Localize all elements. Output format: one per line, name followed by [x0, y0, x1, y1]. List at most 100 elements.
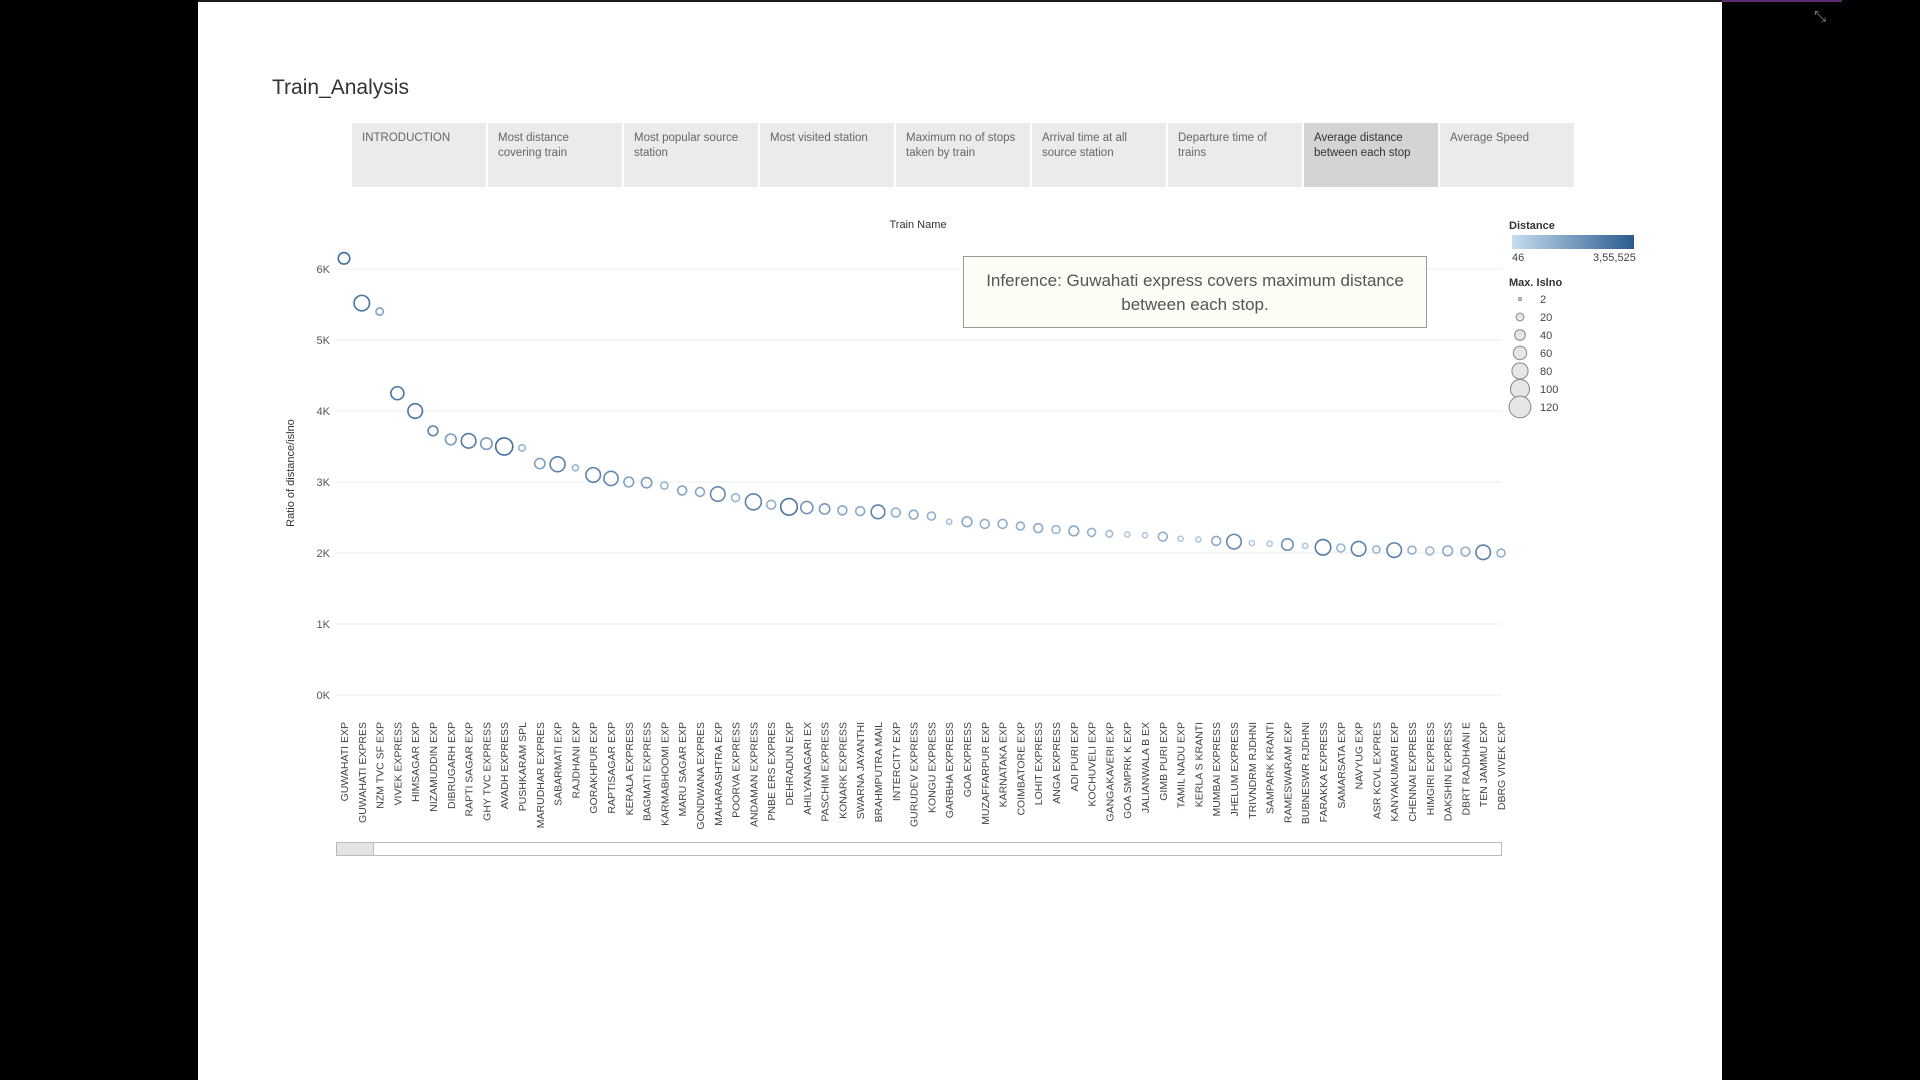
size-legend[interactable]: 2 20 40 60 80 100 120: [1504, 290, 1604, 420]
data-point-52[interactable]: [1266, 540, 1273, 548]
y-tick-label: 4K: [317, 406, 331, 418]
x-tick-label-32: GURUDEV EXPRESS: [909, 722, 921, 827]
x-tick-label-33: KONGU EXPRESS: [926, 722, 938, 813]
story-tab-3[interactable]: Most visited station: [760, 123, 894, 187]
data-point-26[interactable]: [799, 500, 814, 515]
data-point-16[interactable]: [623, 476, 635, 488]
data-point-14[interactable]: [585, 466, 602, 483]
data-point-65[interactable]: [1496, 548, 1506, 558]
data-point-11[interactable]: [533, 457, 546, 470]
x-tick-label-16: KERALA EXPRESS: [624, 722, 636, 815]
data-point-63[interactable]: [1460, 546, 1471, 557]
data-point-12[interactable]: [549, 455, 566, 473]
data-point-56[interactable]: [1336, 543, 1346, 553]
color-legend-max: 3,55,525: [1593, 252, 1636, 264]
data-point-2[interactable]: [375, 307, 385, 317]
data-point-37[interactable]: [997, 518, 1008, 530]
data-point-54[interactable]: [1301, 542, 1309, 550]
data-point-64[interactable]: [1475, 544, 1492, 561]
data-point-21[interactable]: [709, 485, 726, 503]
x-tick-label-36: MUZAFFARPUR EXP: [980, 722, 992, 825]
story-tab-2[interactable]: Most popular source station: [624, 123, 758, 187]
story-tab-1[interactable]: Most distance covering train: [488, 123, 622, 187]
data-point-31[interactable]: [890, 507, 902, 518]
data-point-39[interactable]: [1032, 522, 1044, 534]
story-tab-4[interactable]: Maximum no of stops taken by train: [896, 123, 1030, 187]
data-point-7[interactable]: [460, 432, 477, 449]
data-point-45[interactable]: [1141, 531, 1149, 539]
scrollbar-thumb[interactable]: [337, 843, 374, 855]
story-tab-6[interactable]: Departure time of trains: [1168, 123, 1302, 187]
data-point-61[interactable]: [1425, 546, 1435, 556]
exit-fullscreen-icon[interactable]: ⤡: [1813, 7, 1826, 25]
data-point-59[interactable]: [1386, 542, 1403, 559]
x-tick-label-54: BUBNESWR RJDHNI: [1300, 722, 1312, 824]
data-point-10[interactable]: [517, 443, 527, 452]
story-frame: Train_Analysis INTRODUCTION Most distance…: [198, 0, 1722, 1080]
size-legend-label: 20: [1540, 312, 1552, 324]
data-point-50[interactable]: [1225, 533, 1243, 550]
x-tick-label-5: NIZAMUDDIN EXP: [428, 722, 440, 812]
data-point-17[interactable]: [640, 476, 653, 489]
data-point-41[interactable]: [1068, 525, 1080, 537]
data-point-23[interactable]: [744, 493, 763, 511]
data-point-19[interactable]: [676, 485, 688, 496]
data-point-53[interactable]: [1280, 537, 1294, 552]
color-legend-gradient[interactable]: [1512, 235, 1634, 249]
data-point-0[interactable]: [337, 251, 351, 265]
story-tab-0[interactable]: INTRODUCTION: [352, 123, 486, 187]
data-point-3[interactable]: [390, 385, 405, 401]
data-point-18[interactable]: [659, 481, 669, 490]
data-point-13[interactable]: [571, 463, 580, 472]
data-point-42[interactable]: [1086, 527, 1097, 538]
data-point-20[interactable]: [694, 486, 706, 498]
data-point-32[interactable]: [908, 509, 919, 520]
data-point-49[interactable]: [1210, 535, 1222, 547]
data-point-44[interactable]: [1123, 531, 1131, 538]
data-point-51[interactable]: [1248, 539, 1256, 547]
data-point-35[interactable]: [961, 516, 973, 528]
x-tick-label-28: KONARK EXPRESS: [837, 722, 849, 819]
data-point-15[interactable]: [603, 470, 619, 487]
data-point-24[interactable]: [765, 499, 777, 510]
data-point-40[interactable]: [1051, 524, 1061, 535]
data-point-46[interactable]: [1157, 531, 1169, 542]
window-accent-line: [1722, 0, 1842, 2]
size-legend-label: 40: [1540, 330, 1552, 342]
x-tick-label-65: DBRG VIVEK EXP: [1496, 722, 1508, 810]
x-tick-label-11: MARUDHAR EXPRES: [535, 722, 547, 828]
data-point-6[interactable]: [444, 433, 457, 446]
data-point-9[interactable]: [494, 437, 514, 456]
data-point-43[interactable]: [1105, 529, 1114, 538]
data-point-34[interactable]: [945, 518, 953, 526]
data-point-22[interactable]: [730, 492, 741, 503]
data-point-57[interactable]: [1350, 540, 1367, 557]
data-point-48[interactable]: [1195, 536, 1202, 543]
data-point-4[interactable]: [407, 402, 424, 420]
story-tab-5[interactable]: Arrival time at all source station: [1032, 123, 1166, 187]
x-tick-label-9: AVADH EXPRESS: [499, 722, 511, 809]
data-point-29[interactable]: [854, 505, 866, 517]
data-point-36[interactable]: [979, 518, 991, 530]
story-tab-8[interactable]: Average Speed: [1440, 123, 1574, 187]
y-tick-label: 6K: [317, 264, 331, 276]
data-point-47[interactable]: [1177, 535, 1184, 543]
data-point-1[interactable]: [353, 294, 371, 312]
x-tick-label-59: KANYAKUMARI EXP: [1389, 722, 1401, 822]
data-point-28[interactable]: [837, 505, 848, 516]
data-point-58[interactable]: [1371, 545, 1381, 554]
story-tab-7[interactable]: Average distance between each stop: [1304, 123, 1438, 187]
x-tick-label-15: RAPTISAGAR EXP: [606, 722, 618, 814]
data-point-33[interactable]: [926, 511, 937, 521]
data-point-62[interactable]: [1441, 545, 1454, 557]
data-point-38[interactable]: [1015, 521, 1026, 531]
data-point-55[interactable]: [1314, 538, 1332, 556]
x-tick-label-25: DEHRADUN EXP: [784, 722, 796, 805]
data-point-30[interactable]: [870, 504, 886, 520]
data-point-5[interactable]: [427, 425, 439, 437]
horizontal-scrollbar[interactable]: [336, 842, 1502, 856]
data-point-25[interactable]: [779, 497, 799, 516]
data-point-27[interactable]: [818, 503, 831, 515]
data-point-8[interactable]: [479, 437, 493, 451]
data-point-60[interactable]: [1407, 545, 1417, 555]
